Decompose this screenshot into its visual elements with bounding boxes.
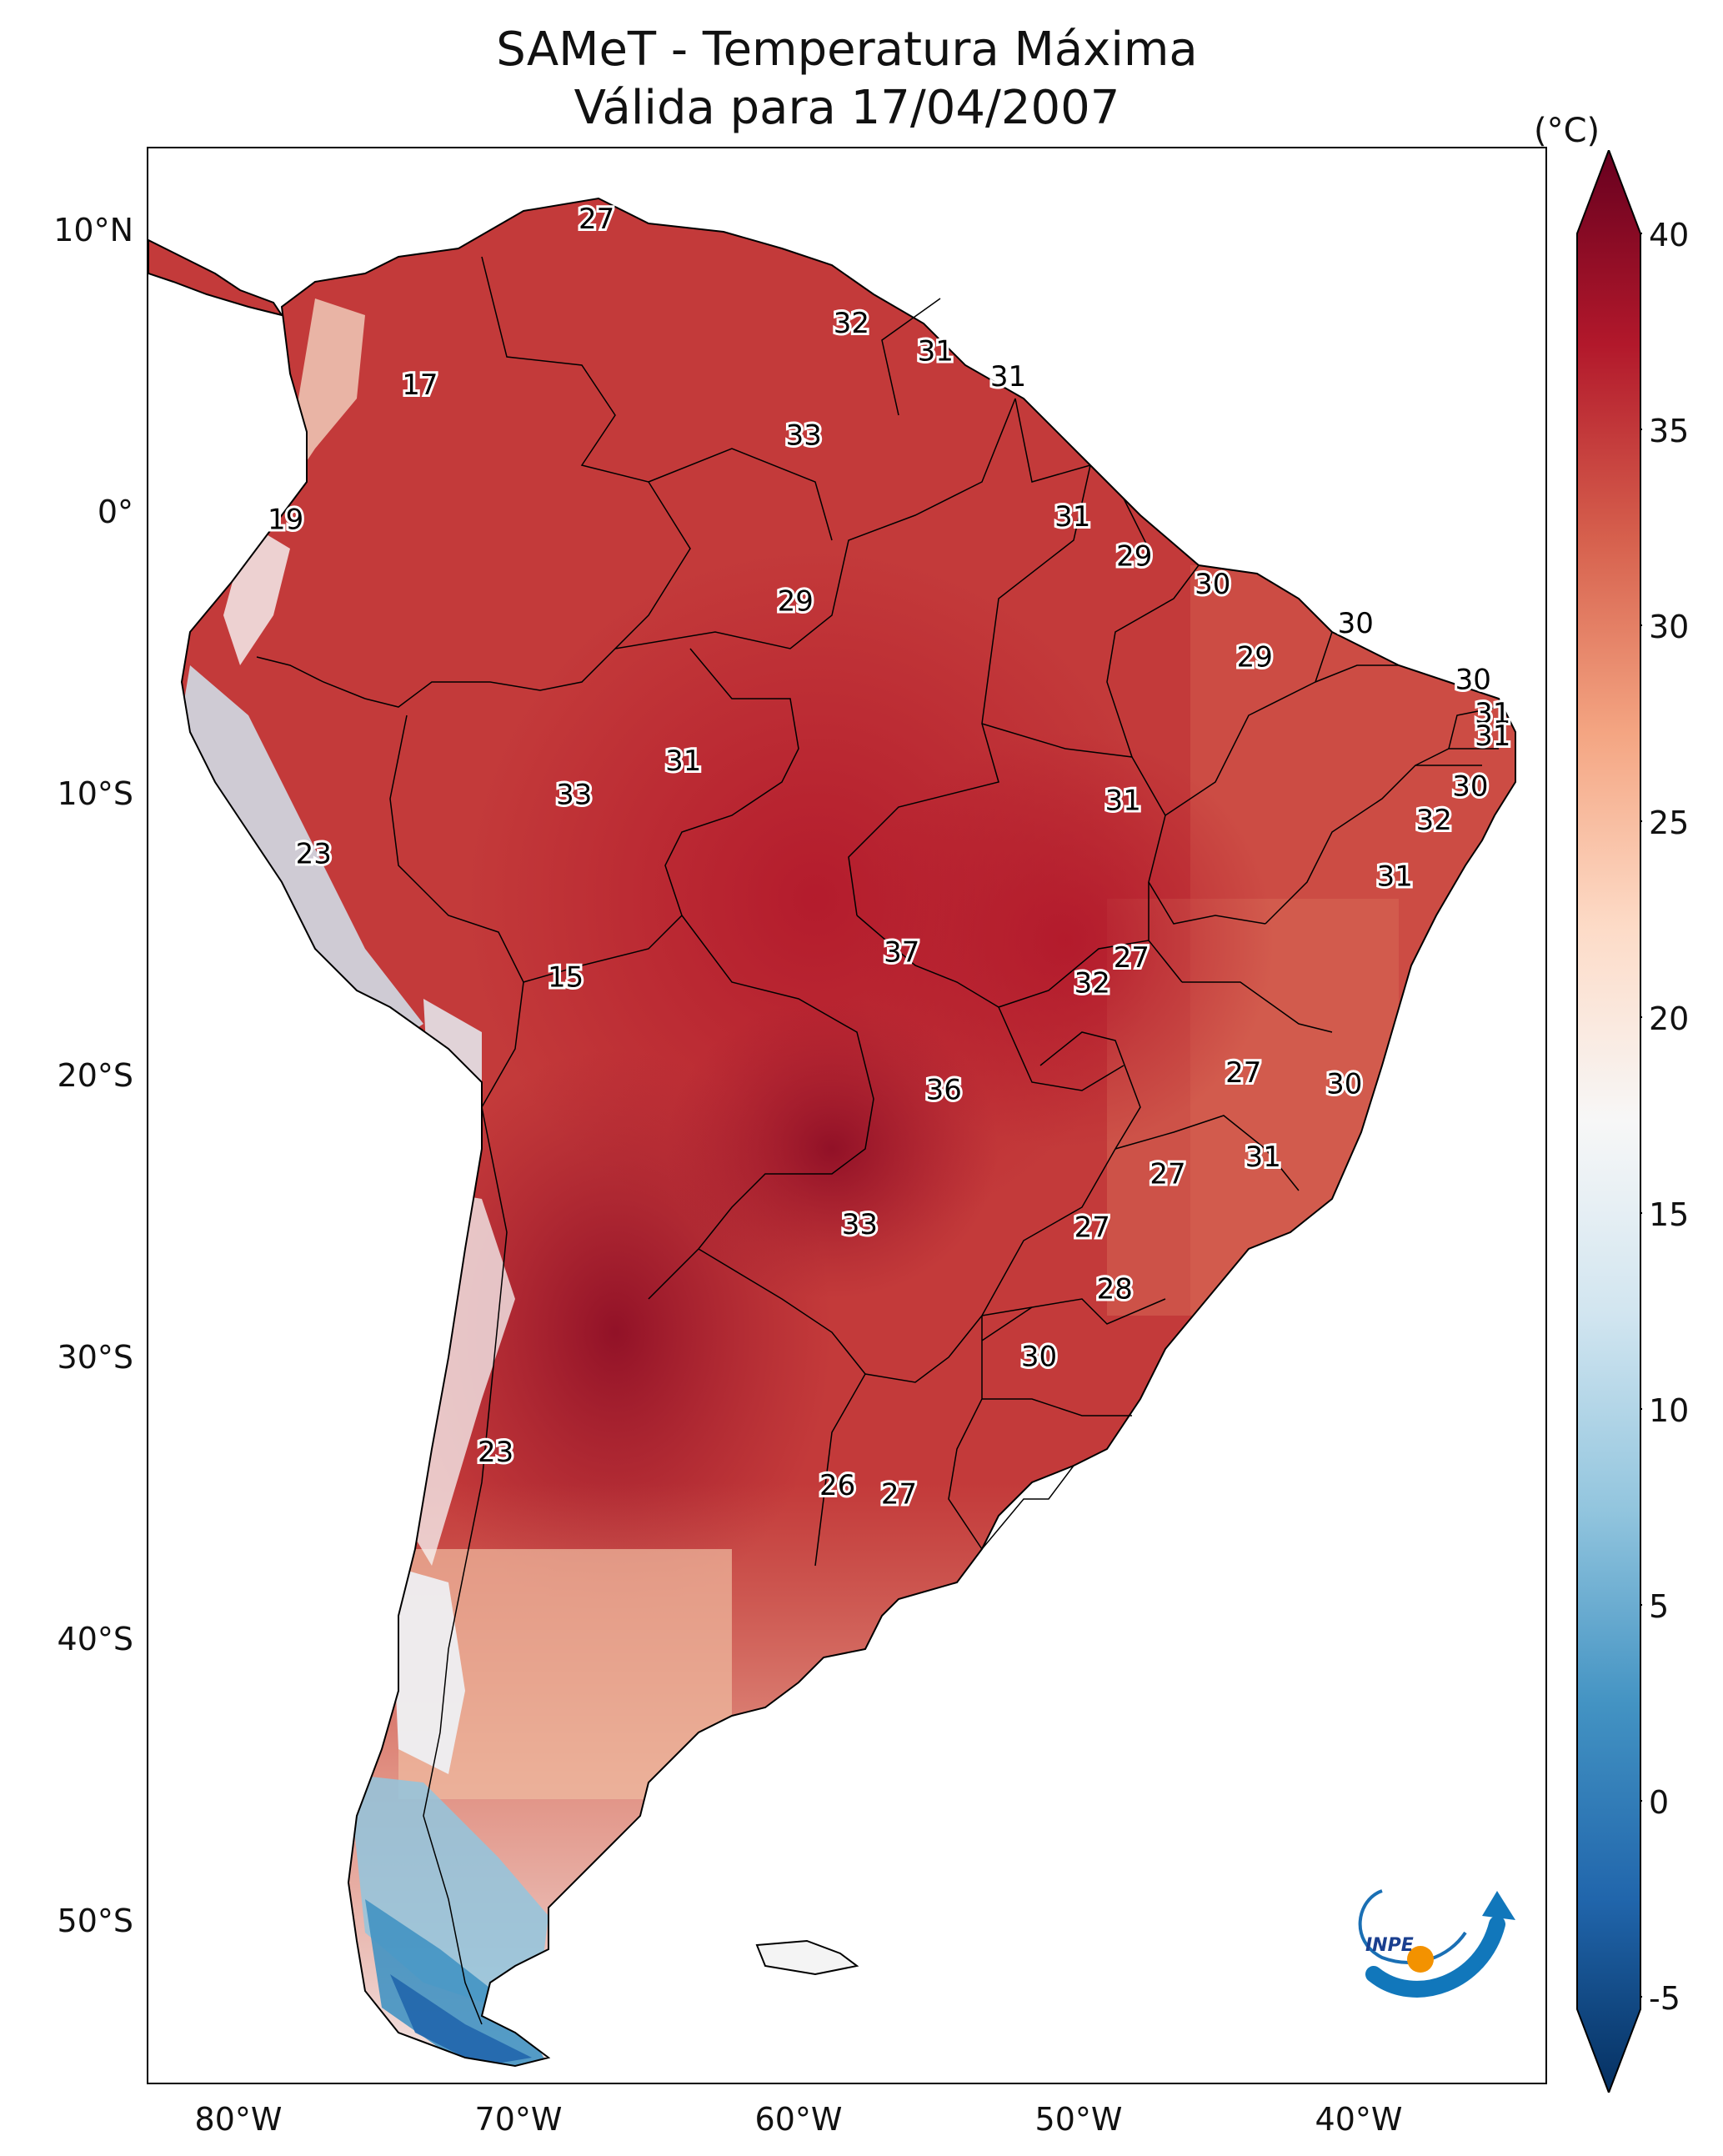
station-value-label: 27 bbox=[881, 1477, 917, 1511]
station-value-label: 27 bbox=[1225, 1056, 1261, 1090]
station-value-label: 30 bbox=[1021, 1340, 1057, 1373]
lon-label: 40°W bbox=[1315, 2101, 1403, 2138]
station-value-label: 23 bbox=[478, 1436, 513, 1469]
station-value-label: 27 bbox=[1074, 1211, 1110, 1244]
station-value-label: 27 bbox=[1150, 1157, 1185, 1191]
station-value-label: 31 bbox=[665, 745, 701, 778]
station-value-label: 30 bbox=[1195, 568, 1230, 601]
lon-label: 60°W bbox=[754, 2101, 843, 2138]
lon-label: 70°W bbox=[474, 2101, 563, 2138]
colorbar-tick-label: 0 bbox=[1649, 1784, 1670, 1821]
station-value-label: 26 bbox=[819, 1469, 855, 1502]
colorbar-tick-label: 30 bbox=[1649, 609, 1690, 645]
station-value-label: 32 bbox=[1416, 804, 1452, 837]
station-value-label: 31 bbox=[990, 360, 1026, 394]
lon-label: 50°W bbox=[1034, 2101, 1123, 2138]
station-value-label: 31 bbox=[1054, 500, 1090, 534]
station-value-label: 33 bbox=[786, 419, 822, 453]
colorbar-tick-label: 35 bbox=[1649, 413, 1690, 449]
lat-label: 10°N bbox=[53, 212, 133, 248]
lat-label: 0° bbox=[97, 494, 133, 530]
colorbar-gradient bbox=[1576, 150, 1641, 2093]
station-value-label: 27 bbox=[579, 203, 614, 236]
falkland-islands bbox=[755, 1939, 859, 1976]
lon-label: 80°W bbox=[194, 2101, 283, 2138]
central-america bbox=[148, 238, 284, 317]
station-value-label: 19 bbox=[268, 504, 303, 537]
map-frame: 27 17 32 31 31 33 19 31 29 30 29 30 29 30 31 31 31 33 31 30… bbox=[147, 147, 1547, 2084]
colorbar-tick-label: 20 bbox=[1649, 1000, 1690, 1037]
station-value-label: 29 bbox=[1237, 641, 1273, 674]
station-value-label: 32 bbox=[834, 307, 869, 340]
colorbar-unit: (°C) bbox=[1534, 112, 1600, 150]
station-value-label: 31 bbox=[1377, 860, 1413, 893]
station-value-label: 36 bbox=[926, 1073, 962, 1106]
colorbar-tick-label: 15 bbox=[1649, 1196, 1690, 1233]
station-value-label: 33 bbox=[556, 779, 592, 812]
station-value-label: 30 bbox=[1452, 770, 1488, 804]
inpe-logo-text: INPE bbox=[1365, 1935, 1414, 1956]
country-borders bbox=[256, 256, 1500, 2025]
colorbar bbox=[1576, 150, 1642, 2093]
lat-label: 30°S bbox=[57, 1339, 133, 1376]
station-value-label: 30 bbox=[1338, 607, 1374, 640]
lat-label: 10°S bbox=[57, 775, 133, 812]
map-subtitle: Válida para 17/04/2007 bbox=[573, 81, 1120, 135]
station-value-label: 23 bbox=[296, 837, 332, 870]
station-value-label: 31 bbox=[1105, 784, 1141, 817]
station-value-label: 29 bbox=[1116, 539, 1152, 573]
station-value-label: 28 bbox=[1097, 1273, 1133, 1306]
station-value-label: 32 bbox=[1074, 966, 1110, 1000]
station-value-label: 30 bbox=[1326, 1068, 1362, 1101]
colorbar-tick-label: 5 bbox=[1649, 1588, 1670, 1625]
lat-label: 40°S bbox=[57, 1621, 133, 1657]
coastline bbox=[180, 197, 1516, 2068]
station-value-label: 31 bbox=[918, 335, 954, 369]
inpe-logo: INPE bbox=[1358, 1889, 1515, 1998]
station-value-label: 17 bbox=[402, 369, 438, 402]
station-value-label: 15 bbox=[548, 961, 584, 995]
lat-label: 50°S bbox=[57, 1903, 133, 1939]
station-value-label: 31 bbox=[1245, 1141, 1281, 1174]
station-value-label: 37 bbox=[884, 935, 919, 969]
lat-label: 20°S bbox=[57, 1057, 133, 1094]
temperature-field bbox=[182, 198, 1515, 2066]
station-value-label: 27 bbox=[1114, 941, 1150, 975]
colorbar-tick-label: 40 bbox=[1649, 217, 1690, 253]
station-value-label: 30 bbox=[1455, 664, 1491, 697]
station-value-label: 31 bbox=[1475, 720, 1510, 753]
station-value-label: 31 bbox=[1475, 697, 1510, 730]
colorbar-tick-label: 25 bbox=[1649, 805, 1690, 841]
colorbar-tick-label: -5 bbox=[1649, 1980, 1680, 2017]
colorbar-tick-label: 10 bbox=[1649, 1392, 1690, 1429]
station-value-label: 29 bbox=[778, 584, 814, 618]
map-title: SAMeT - Temperatura Máxima bbox=[496, 23, 1198, 77]
station-value-label: 33 bbox=[842, 1208, 878, 1241]
